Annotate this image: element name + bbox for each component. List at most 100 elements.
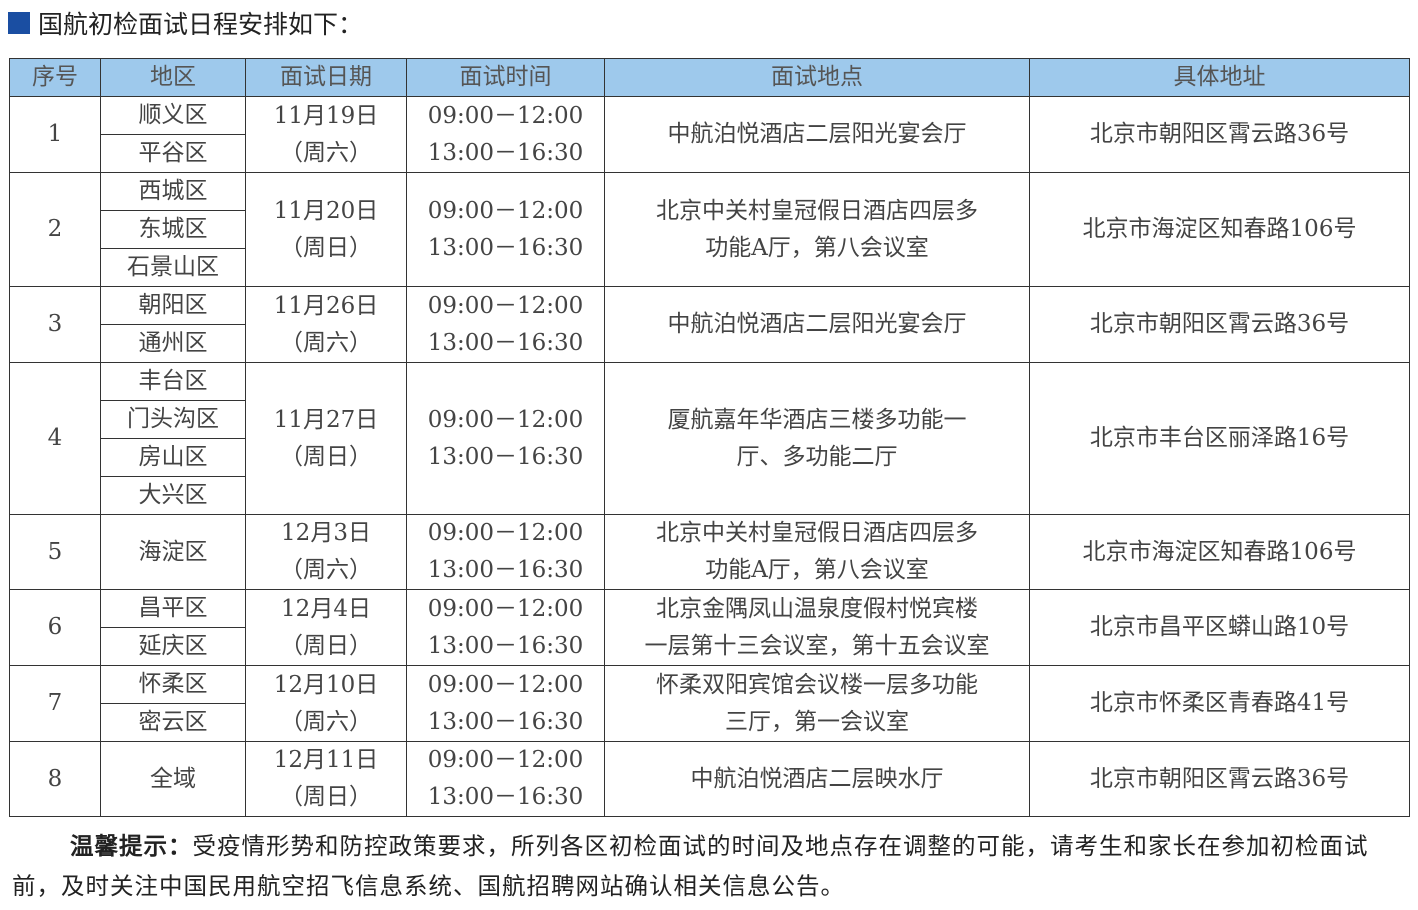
weekday-text: （周六） [280,708,372,735]
district-cell: 门头沟区 [100,400,246,439]
time-cell: 09:00－12:00 13:00－16:30 [406,96,605,173]
district-cell: 平谷区 [100,134,246,173]
time-cell-line: 13:00－16:30 [427,139,584,166]
table-header-row: 序号 地区 面试日期 面试时间 面试地点 具体地址 [9,58,1410,97]
venue-cell-line: 怀柔双阳宾馆会议楼一层多功能 [656,671,978,698]
column-header: 面试地点 [604,58,1030,97]
address-cell: 北京市海淀区知春路106号 [1029,514,1410,590]
district-cell: 西城区 [100,172,246,211]
venue-cell: 中航泊悦酒店二层阳光宴会厅 [604,286,1030,363]
column-header: 面试时间 [406,58,605,97]
time-cell-line: 13:00－16:30 [427,234,584,261]
reminder-text: 受疫情形势和防控政策要求，所列各区初检面试的时间及地点存在调整的可能，请考生和家… [12,832,1369,900]
table-row: 6 昌平区 12月4日 （周日） 09:00－12:00 13:00－16:30 北京金隅凤… [9,589,1410,666]
district-cell: 密云区 [100,703,246,742]
district-cell: 东城区 [100,210,246,249]
address-cell: 北京市昌平区蟒山路10号 [1029,589,1410,666]
table-row: 平谷区 [10,134,1410,173]
row-number: 5 [9,514,101,590]
district-cell: 石景山区 [100,248,246,287]
date-text: 11月20日 [273,197,379,224]
time-cell-line: 13:00－16:30 [427,557,584,583]
time-cell-line: 13:00－16:30 [427,632,584,659]
date-cell: 11月20日 （周日） [245,172,407,287]
date-text: 12月3日 [281,520,371,546]
district-cell: 丰台区 [100,362,246,401]
address-cell: 北京市朝阳区霄云路36号 [1029,96,1410,173]
column-header: 序号 [9,58,101,97]
time-cell: 09:00－12:00 13:00－16:30 [406,665,605,742]
row-number: 1 [9,96,101,173]
time-cell: 09:00－12:00 13:00－16:30 [406,362,605,515]
time-cell-line: 13:00－16:30 [427,443,584,470]
table-row: 3 朝阳区 11月26日 （周六） 09:00－12:00 13:00－16:30 中航泊悦… [9,286,1410,363]
table-row: 东城区 [10,210,1410,249]
time-cell-line: 09:00－12:00 [427,747,584,773]
date-cell: 12月3日 （周六） [245,514,407,590]
table-row: 延庆区 [10,627,1410,666]
venue-cell-line: 北京中关村皇冠假日酒店四层多 [656,520,978,546]
date-cell: 11月19日 （周六） [245,96,407,173]
weekday-text: （周日） [280,234,372,261]
date-text: 12月4日 [281,595,371,622]
time-cell-line: 13:00－16:30 [427,329,584,356]
time-cell-line: 13:00－16:30 [427,784,584,810]
time-cell-line: 09:00－12:00 [427,406,584,433]
date-text: 11月19日 [273,102,379,129]
venue-cell-line: 厦航嘉年华酒店三楼多功能一 [667,406,967,433]
date-cell: 12月10日 （周六） [245,665,407,742]
column-header: 地区 [100,58,246,97]
interview-schedule-table: 序号 地区 面试日期 面试时间 面试地点 具体地址 1 顺义区 11月19日 （周六） 09:00… [9,58,1410,817]
venue-cell-line: 北京金隅凤山温泉度假村悦宾楼 [656,595,978,622]
reminder-note: 温馨提示：受疫情形势和防控政策要求，所列各区初检面试的时间及地点存在调整的可能，… [12,826,1408,906]
address-cell: 北京市海淀区知春路106号 [1029,172,1410,287]
weekday-text: （周六） [280,329,372,356]
district-cell: 怀柔区 [100,665,246,704]
row-number: 2 [9,172,101,287]
time-cell-line: 13:00－16:30 [427,708,584,735]
address-cell: 北京市丰台区丽泽路16号 [1029,362,1410,515]
table-row: 1 顺义区 11月19日 （周六） 09:00－12:00 13:00－16:30 中航泊悦… [9,96,1410,173]
time-cell-line: 09:00－12:00 [427,595,584,622]
time-cell-line: 09:00－12:00 [427,671,584,698]
weekday-text: （周日） [280,632,372,659]
district-cell: 全域 [100,741,246,817]
time-cell-line: 09:00－12:00 [427,520,584,546]
date-cell: 12月11日 （周日） [245,741,407,817]
address-cell: 北京市朝阳区霄云路36号 [1029,286,1410,363]
district-cell: 顺义区 [100,96,246,135]
table-row: 石景山区 [10,248,1410,287]
district-cell: 房山区 [100,438,246,477]
venue-cell: 中航泊悦酒店二层映水厅 [604,741,1030,817]
address-cell: 北京市怀柔区青春路41号 [1029,665,1410,742]
district-cell: 延庆区 [100,627,246,666]
date-text: 12月11日 [273,747,379,773]
venue-cell-line: 三厅，第一会议室 [725,708,909,735]
table-row: 房山区 [10,438,1410,477]
row-number: 7 [9,665,101,742]
column-header: 具体地址 [1029,58,1410,97]
time-cell: 09:00－12:00 13:00－16:30 [406,741,605,817]
weekday-text: （周日） [280,443,372,470]
venue-cell-line: 中航泊悦酒店二层映水厅 [690,765,944,792]
section-title-text: 国航初检面试日程安排如下： [38,10,364,39]
column-header: 面试日期 [245,58,407,97]
venue-cell-line: 厅、多功能二厅 [736,443,898,470]
time-cell: 09:00－12:00 13:00－16:30 [406,286,605,363]
venue-cell: 中航泊悦酒店二层阳光宴会厅 [604,96,1030,173]
row-number: 3 [9,286,101,363]
time-cell: 09:00－12:00 13:00－16:30 [406,172,605,287]
square-marker-icon [8,12,30,34]
district-cell: 海淀区 [100,514,246,590]
venue-cell-line: 中航泊悦酒店二层阳光宴会厅 [667,311,967,337]
date-text: 11月27日 [273,406,379,433]
date-text: 12月10日 [273,671,379,698]
time-cell-line: 09:00－12:00 [427,197,584,224]
reminder-label: 温馨提示： [70,832,193,860]
section-title: 国航初检面试日程安排如下： [8,6,363,40]
venue-cell: 北京中关村皇冠假日酒店四层多 功能A厅，第八会议室 [604,172,1030,287]
time-cell: 09:00－12:00 13:00－16:30 [406,514,605,590]
row-number: 4 [9,362,101,515]
table-row: 2 西城区 11月20日 （周日） 09:00－12:00 13:00－16:30 北京中关… [9,172,1410,287]
venue-cell-line: 北京中关村皇冠假日酒店四层多 [656,197,978,224]
